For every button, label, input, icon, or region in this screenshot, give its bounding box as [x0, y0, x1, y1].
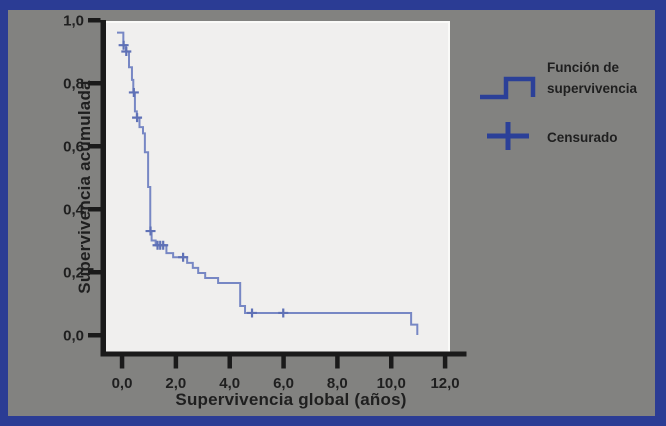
- plot-area-highlight-edge: [106, 21, 450, 352]
- x-tick-label: 4,0: [219, 375, 240, 392]
- x-tick-label: 0,0: [112, 375, 133, 392]
- y-tick-label: 0,4: [63, 202, 85, 219]
- censored-plus-mark: [145, 226, 156, 236]
- censored-plus-mark: [121, 47, 132, 56]
- x-tick-label: 8,0: [327, 375, 348, 392]
- y-tick-label: 0,2: [63, 265, 84, 282]
- censored-plus-mark: [178, 252, 189, 262]
- censored-plus-mark: [158, 240, 169, 250]
- censored-markers: [118, 40, 289, 318]
- axes: [100, 20, 467, 357]
- tick-labels: 0,0 0,2 0,4 0,6 0,8 1,0 0,0 2,0 4,0 6,0 8,0 10,0 12,…: [63, 13, 460, 393]
- y-axis-title: Supervivencia acumulada: [75, 80, 94, 294]
- censored-plus-mark: [278, 308, 289, 318]
- tick-marks: [88, 18, 448, 369]
- x-tick-label: 2,0: [165, 375, 186, 392]
- x-tick-label: 6,0: [273, 375, 294, 392]
- y-tick-label: 0,0: [63, 328, 84, 345]
- censored-plus-mark: [132, 113, 143, 123]
- x-tick-label: 10,0: [377, 375, 406, 392]
- plot-area: [106, 21, 450, 352]
- y-tick-label: 0,6: [63, 139, 84, 156]
- y-tick-label: 0,8: [63, 76, 84, 93]
- x-tick-label: 12,0: [430, 375, 459, 392]
- x-axis-title: Supervivencia global (años): [175, 390, 407, 409]
- y-tick-label: 1,0: [63, 13, 84, 30]
- censored-plus-mark: [118, 40, 129, 50]
- censored-plus-mark: [247, 308, 258, 318]
- censored-plus-mark: [128, 87, 139, 97]
